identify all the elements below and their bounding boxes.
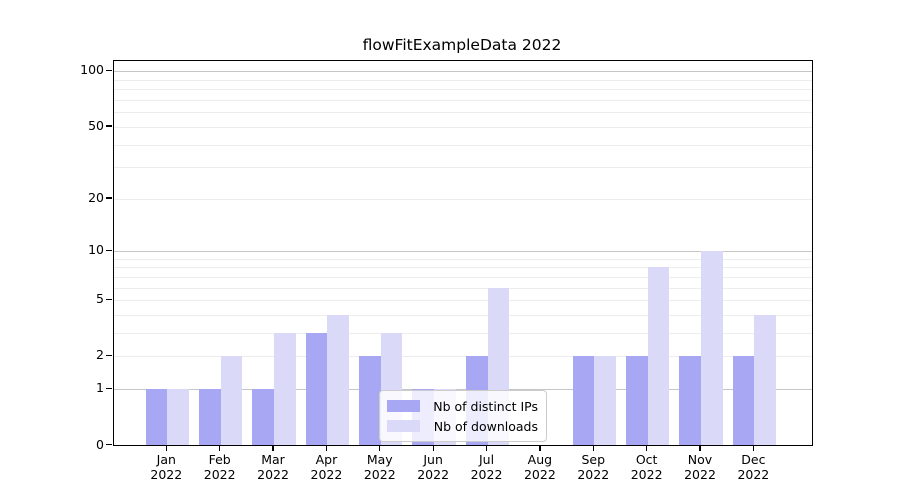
bar-nb-of-distinct-ips-dec	[732, 356, 755, 445]
minor-gridline	[114, 167, 812, 169]
bar-nb-of-downloads-dec	[754, 315, 777, 445]
x-axis-tick-label: Apr 2022	[310, 451, 343, 483]
x-tick-mark	[592, 446, 594, 451]
minor-gridline	[114, 112, 812, 114]
x-axis-tick-label: May 2022	[363, 451, 396, 483]
y-axis-tick-label: 0	[96, 436, 104, 452]
bar-nb-of-distinct-ips-may	[359, 356, 381, 445]
x-tick-mark	[219, 446, 221, 451]
minor-gridline	[114, 89, 812, 91]
chart-title: flowFitExampleData 2022	[362, 36, 562, 54]
major-gridline	[114, 71, 812, 73]
bar-nb-of-downloads-jan	[167, 389, 189, 445]
minor-gridline	[114, 333, 812, 335]
legend-swatch-distinct-ips	[387, 400, 420, 412]
minor-gridline	[114, 258, 812, 260]
y-tick-mark	[105, 298, 112, 301]
y-tick-mark	[105, 249, 112, 251]
legend-label-downloads: Nb of downloads	[433, 418, 538, 434]
minor-gridline	[114, 79, 812, 81]
y-axis-tick-label: 10	[88, 242, 104, 258]
y-axis-tick-label: 2	[96, 347, 104, 363]
x-axis-tick-label: Mar 2022	[257, 451, 289, 483]
x-tick-mark	[325, 446, 328, 451]
legend-label-distinct-ips: Nb of distinct IPs	[433, 398, 538, 414]
x-axis-tick-label: Jan 2022	[150, 451, 183, 483]
bar-nb-of-distinct-ips-jan	[145, 389, 168, 445]
y-tick-mark	[105, 354, 112, 357]
x-tick-mark	[165, 446, 167, 451]
minor-gridline	[114, 276, 812, 278]
bar-nb-of-downloads-mar	[274, 333, 296, 445]
bar-nb-of-distinct-ips-sep	[572, 356, 595, 445]
minor-gridline	[114, 315, 812, 317]
bar-nb-of-distinct-ips-apr	[305, 333, 328, 445]
major-gridline	[114, 389, 812, 391]
y-tick-mark	[105, 69, 112, 72]
x-axis-tick-label: Aug 2022	[523, 451, 556, 483]
y-axis-tick-label: 1	[96, 380, 104, 396]
minor-gridline	[114, 300, 812, 302]
bar-nb-of-downloads-apr	[327, 315, 350, 445]
minor-gridline	[114, 356, 812, 358]
x-axis-tick-label: Dec 2022	[737, 451, 770, 483]
bars-layer	[114, 61, 812, 445]
x-axis-tick-label: Feb 2022	[203, 451, 236, 483]
minor-gridline	[114, 287, 812, 289]
x-axis-tick-label: Jul 2022	[470, 451, 503, 483]
x-tick-mark	[539, 446, 541, 451]
bar-nb-of-downloads-oct	[647, 267, 670, 445]
y-axis-tick-label: 50	[88, 117, 104, 133]
minor-gridline	[114, 126, 812, 128]
bar-nb-of-distinct-ips-feb	[198, 389, 221, 445]
gridlines-layer	[114, 61, 812, 445]
bar-nb-of-downloads-sep	[594, 356, 616, 445]
x-axis-tick-label: Sep 2022	[577, 451, 610, 483]
legend-row: Nb of distinct IPs	[387, 399, 538, 414]
y-tick-mark	[105, 125, 112, 127]
x-tick-mark	[379, 446, 381, 451]
y-axis-tick-label: 100	[80, 62, 104, 78]
x-tick-mark	[646, 446, 648, 451]
x-axis-tick-label: Nov 2022	[684, 451, 716, 483]
legend-swatch-downloads	[387, 420, 420, 432]
major-gridline	[114, 251, 812, 253]
y-tick-mark	[105, 197, 112, 199]
y-axis-tick-label: 5	[96, 291, 104, 307]
x-tick-mark	[485, 446, 488, 451]
minor-gridline	[114, 100, 812, 102]
y-axis-tick-label: 20	[88, 189, 104, 205]
legend-row: Nb of downloads	[387, 419, 538, 434]
x-tick-mark	[432, 446, 434, 451]
minor-gridline	[114, 198, 812, 200]
y-tick-mark	[105, 387, 112, 390]
bar-nb-of-downloads-nov	[701, 251, 723, 445]
x-axis-tick-label: Jun 2022	[417, 451, 450, 483]
x-tick-mark	[699, 446, 701, 451]
x-axis-tick-label: Oct 2022	[630, 451, 663, 483]
bar-nb-of-distinct-ips-mar	[252, 389, 275, 445]
bar-nb-of-distinct-ips-oct	[625, 356, 648, 445]
minor-gridline	[114, 144, 812, 146]
minor-gridline	[114, 267, 812, 269]
bar-nb-of-downloads-feb	[220, 356, 243, 445]
legend: Nb of distinct IPs Nb of downloads	[379, 390, 547, 442]
x-tick-mark	[272, 446, 274, 451]
x-tick-mark	[752, 446, 755, 451]
bar-nb-of-distinct-ips-nov	[679, 356, 701, 445]
y-tick-mark	[105, 444, 112, 446]
plot-area: Nb of distinct IPs Nb of downloads	[113, 60, 813, 446]
